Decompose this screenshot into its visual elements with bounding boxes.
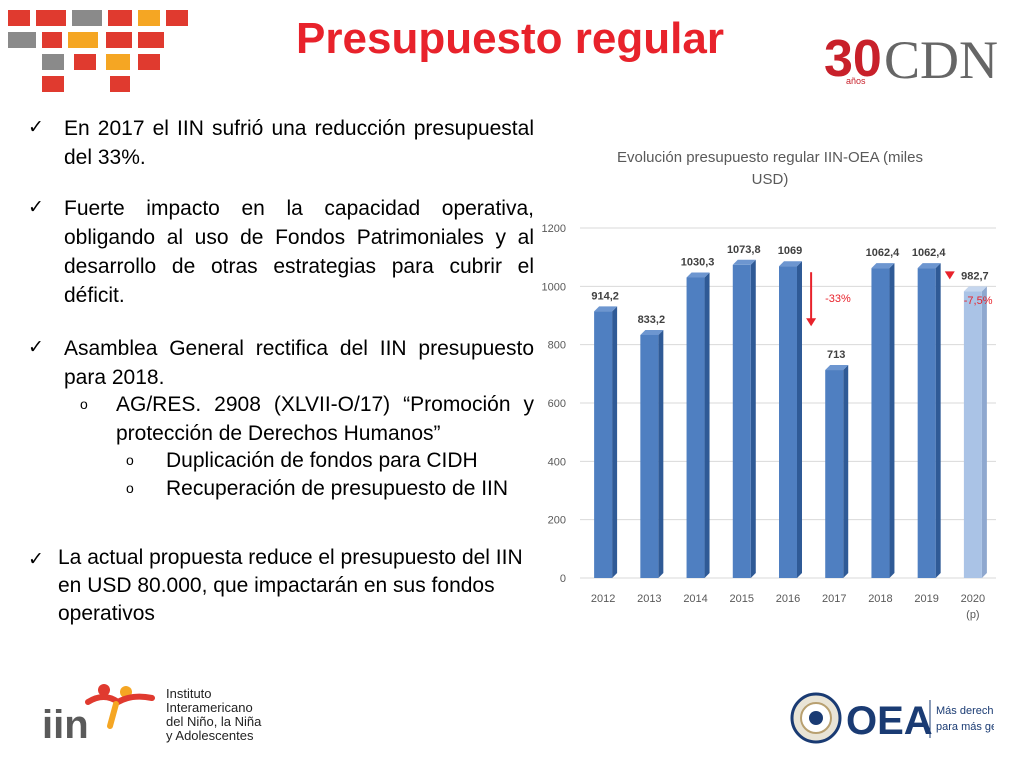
iin-logo: iin	[42, 684, 155, 742]
oea-tagline-line: Más derechos	[936, 705, 994, 717]
bullet-item: La actual propuesta reduce el presupuest…	[58, 546, 523, 625]
y-tick-label: 800	[548, 340, 566, 352]
bar-side	[704, 272, 710, 578]
x-tick-label: 2015	[730, 593, 754, 605]
change-annotation: -7,5%	[964, 295, 993, 307]
checkmark-icon: ✓	[28, 117, 44, 138]
change-annotation: -33%	[825, 293, 851, 305]
x-tick-label: 2020	[961, 593, 985, 605]
value-label: 1030,3	[681, 256, 715, 268]
budget-chart: Evolución presupuesto regular IIN-OEA (m…	[542, 149, 996, 621]
iin-name-line: Interamericano	[166, 700, 253, 715]
value-label: 982,7	[961, 270, 989, 282]
x-tick-label: 2017	[822, 593, 846, 605]
y-tick-label: 200	[548, 515, 566, 527]
x-tick-sublabel: (p)	[966, 609, 979, 621]
bullet-item: En 2017 el IIN sufrió una reducción pres…	[64, 117, 534, 169]
y-tick-label: 1200	[542, 223, 566, 235]
value-label: 1062,4	[912, 247, 947, 259]
y-tick-label: 600	[548, 398, 566, 410]
y-tick-label: 0	[560, 573, 566, 585]
checkmark-icon: ✓	[28, 549, 44, 570]
bar-side	[981, 286, 987, 578]
bar	[963, 291, 982, 578]
bar-top	[917, 263, 941, 269]
iin-name: Instituto Interamericano del Niño, la Ni…	[166, 687, 261, 743]
x-tick-label: 2018	[868, 593, 892, 605]
cdn-sub: años	[846, 76, 866, 86]
mosaic-logo	[8, 10, 188, 92]
value-label: 914,2	[591, 290, 619, 302]
bar-top	[871, 263, 895, 269]
bar-side	[612, 306, 618, 578]
x-tick-label: 2014	[683, 593, 707, 605]
checkmark-icon: ✓	[28, 337, 44, 358]
bar-side	[750, 259, 756, 578]
oea-tagline-line: para más gente	[936, 721, 994, 733]
value-label: 1062,4	[866, 247, 901, 259]
bar-side	[797, 261, 802, 578]
iin-name-line: y Adolescentes	[166, 728, 254, 743]
value-label: 833,2	[638, 314, 666, 326]
bar-side	[935, 263, 941, 578]
cdn-text: CDN	[884, 30, 998, 88]
value-label: 1073,8	[727, 244, 761, 256]
x-tick-label: 2012	[591, 593, 615, 605]
oea-logo: OEA Más derechos para más gente	[790, 692, 994, 744]
cdn-30-logo: 30 años CDN	[824, 30, 998, 88]
bar-side	[843, 365, 849, 578]
bar-side	[889, 263, 895, 578]
iin-name-line: Instituto	[166, 686, 212, 701]
bar	[871, 268, 890, 578]
x-tick-label: 2016	[776, 593, 800, 605]
bar	[825, 370, 844, 578]
sub-bullet-item: AG/RES. 2908 (XLVII-O/17) “Promoción y p…	[116, 393, 534, 445]
x-tick-label: 2019	[914, 593, 938, 605]
iin-name-line: del Niño, la Niña	[166, 714, 262, 729]
circle-bullet-icon: o	[126, 480, 134, 496]
bar	[917, 268, 936, 578]
bar-top	[594, 306, 618, 312]
bar-side	[658, 329, 664, 578]
x-tick-label: 2013	[637, 593, 661, 605]
decrease-arrow-head	[806, 318, 817, 327]
bar	[779, 266, 797, 578]
slide-title: Presupuesto regular	[296, 14, 724, 63]
oea-mark: OEA	[846, 699, 933, 743]
bar-top	[640, 329, 664, 335]
iin-mark: iin	[42, 703, 89, 742]
bar-top	[732, 259, 756, 265]
value-label: 1069	[778, 245, 802, 257]
chart-title: Evolución presupuesto regular IIN-OEA (m…	[617, 149, 923, 188]
y-tick-label: 400	[548, 456, 566, 468]
bar-top	[686, 272, 710, 278]
bar-top	[779, 261, 802, 267]
sub-sub-bullet-item: Duplicación de fondos para CIDH	[166, 449, 478, 472]
decrease-arrow-head	[944, 271, 955, 280]
cdn-number: 30	[824, 30, 882, 88]
bar	[640, 334, 659, 578]
bar-top	[825, 365, 849, 371]
circle-bullet-icon: o	[80, 396, 88, 412]
circle-bullet-icon: o	[126, 452, 134, 468]
sub-sub-bullet-item: Recuperación de presupuesto de IIN	[166, 477, 509, 500]
value-label: 713	[827, 349, 845, 361]
bar	[732, 264, 751, 578]
bar-top	[963, 286, 987, 292]
bullet-item: Fuerte impacto en la capacidad operativa…	[64, 197, 534, 307]
bullet-item: Asamblea General rectifica del IIN presu…	[64, 337, 534, 389]
bar	[594, 311, 613, 578]
y-tick-label: 1000	[542, 281, 566, 293]
checkmark-icon: ✓	[28, 197, 44, 218]
bar	[686, 277, 705, 578]
